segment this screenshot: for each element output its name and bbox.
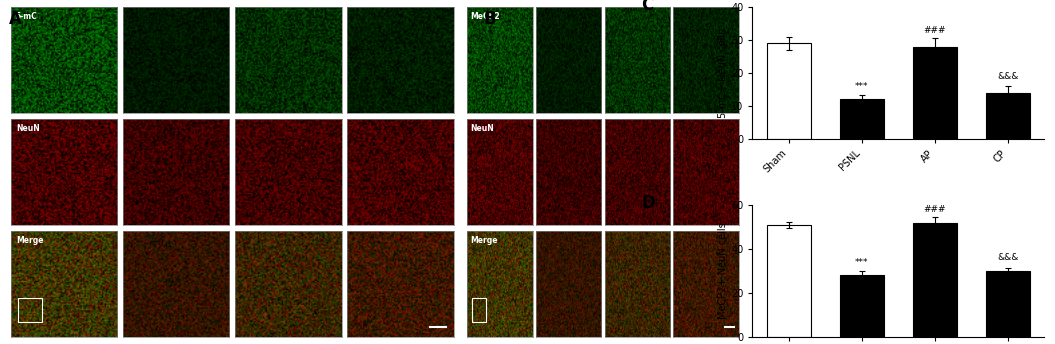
Bar [840,99,884,139]
Text: ###: ### [924,205,946,214]
Title: CP: CP [394,0,407,6]
Title: AP: AP [281,0,295,6]
Bar [472,298,486,322]
Text: NeuN: NeuN [471,124,494,133]
Bar [986,271,1030,337]
Text: Merge: Merge [471,236,498,245]
Bar [913,46,957,139]
Bar [767,225,811,337]
Text: C: C [641,0,654,14]
Text: B: B [483,10,496,28]
Title: CP: CP [699,0,713,6]
Y-axis label: 5-mC+ NeuN cells: 5-mC+ NeuN cells [718,28,728,118]
Bar [767,43,811,139]
Title: Sham: Sham [49,0,79,6]
Bar [986,93,1030,139]
Bar [913,223,957,337]
Text: ***: *** [856,82,868,91]
Text: NeuN: NeuN [16,124,40,133]
Text: ###: ### [924,26,946,35]
Text: Merge: Merge [16,236,43,245]
Text: ***: *** [856,258,868,267]
Text: A: A [8,10,21,28]
Title: AP: AP [630,0,645,6]
Y-axis label: MeCP2+ NeuN cells: MeCP2+ NeuN cells [718,223,728,320]
Title: PSNL: PSNL [161,0,190,6]
Text: MeCP2: MeCP2 [471,12,500,21]
Title: PSNL: PSNL [554,0,583,6]
Bar [18,298,42,322]
Bar [840,276,884,337]
Text: &&&: &&& [997,72,1019,81]
Text: 5-mC: 5-mC [16,12,38,21]
Title: Sham: Sham [484,0,515,6]
Text: D: D [641,194,655,213]
Text: &&&: &&& [997,253,1019,262]
